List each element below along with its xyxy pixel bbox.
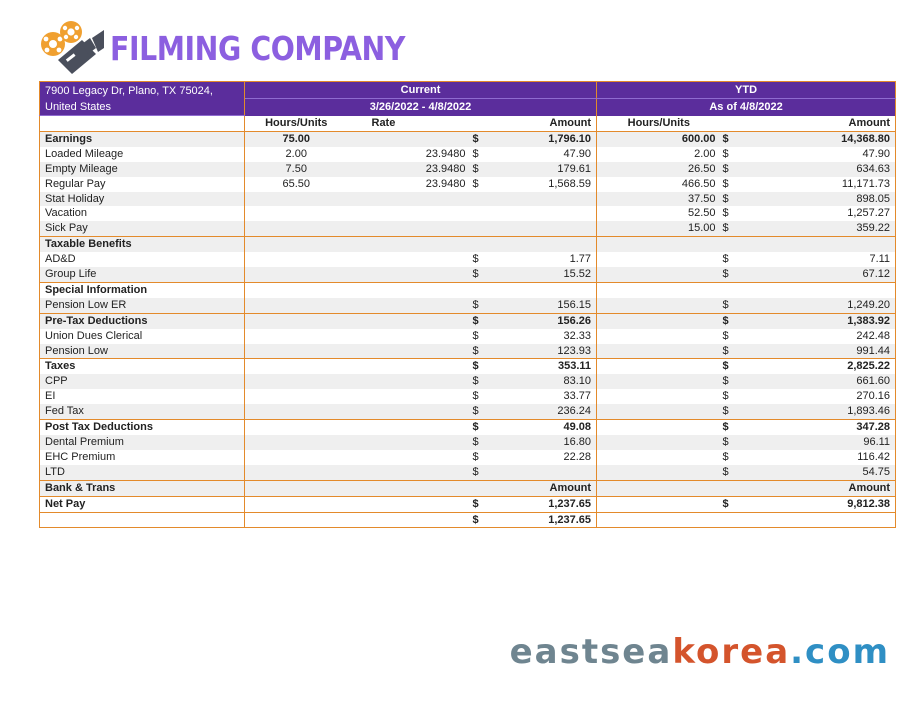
- table-row: EHC Premium $ 22.28 $ 116.42: [39, 449, 896, 465]
- earnings-ytd-amount: 14,368.80: [745, 130, 896, 147]
- table-row: Union Dues Clerical $ 32.33 $ 242.48: [39, 328, 896, 344]
- net-pay-ytd-amount: 9,812.38: [745, 495, 896, 513]
- post-tax-ytd-total: 347.28: [745, 419, 896, 436]
- col-ytd-amount: Amount: [848, 116, 891, 129]
- taxable-benefits-header-row: Taxable Benefits: [39, 236, 896, 253]
- company-name: FILMING COMPANY: [110, 28, 405, 68]
- table-row: Empty Mileage 7.50 23.9480 $ 179.61 26.5…: [39, 161, 896, 177]
- special-info-header-row: Special Information: [39, 281, 896, 298]
- table-row: Regular Pay 65.50 23.9480 $ 1,568.59 466…: [39, 176, 896, 192]
- earnings-total-hours: 75.00: [244, 130, 348, 147]
- pre-tax-header-row: Pre-Tax Deductions $ 156.26 $ 1,383.92: [39, 312, 896, 329]
- table-row: Loaded Mileage 2.00 23.9480 $ 47.90 2.00…: [39, 146, 896, 162]
- earnings-ytd-hours: 600.00: [596, 130, 721, 147]
- table-row: Dental Premium $ 16.80 $ 96.11: [39, 435, 896, 450]
- table-row: Pension Low ER $ 156.15 $ 1,249.20: [39, 297, 896, 314]
- col-rate: Rate: [371, 116, 396, 129]
- earnings-title: Earnings: [39, 130, 245, 147]
- post-tax-header-row: Post Tax Deductions $ 49.08 $ 347.28: [39, 419, 896, 436]
- pre-tax-ytd-total: 1,383.92: [745, 312, 896, 329]
- bank-header-row: Bank & Trans Amount Amount: [39, 479, 896, 497]
- current-label: Current: [244, 81, 598, 100]
- table-row: Stat Holiday 37.50 $ 898.05: [39, 191, 896, 207]
- post-tax-title: Post Tax Deductions: [39, 419, 245, 436]
- taxes-ytd-total: 2,825.22: [745, 358, 896, 375]
- ytd-label: YTD: [596, 81, 896, 100]
- col-hours: Hours/Units: [265, 116, 328, 129]
- deposit-row: $ 1,237.65: [39, 511, 896, 528]
- table-row: Sick Pay 15.00 $ 359.22: [39, 221, 896, 237]
- table-row: Vacation 52.50 $ 1,257.27: [39, 206, 896, 222]
- taxes-total: 353.11: [495, 358, 598, 375]
- taxes-header-row: Taxes $ 353.11 $ 2,825.22: [39, 358, 896, 375]
- post-tax-total: 49.08: [495, 419, 598, 436]
- header-row-2: 3/26/2022 - 4/8/2022 As of 4/8/2022: [40, 98, 896, 116]
- pre-tax-total: 156.26: [495, 312, 598, 329]
- pre-tax-title: Pre-Tax Deductions: [39, 312, 245, 329]
- pay-stub-table: 7900 Legacy Dr, Plano, TX 75024, United …: [39, 81, 897, 529]
- table-row: CPP $ 83.10 $ 661.60: [39, 374, 896, 390]
- table-row: Group Life $ 15.52 $ 67.12: [39, 267, 896, 283]
- col-ytd-hours: Hours/Units: [627, 116, 690, 129]
- table-row: Fed Tax $ 236.24 $ 1,893.46: [39, 404, 896, 420]
- taxable-benefits-title: Taxable Benefits: [39, 236, 245, 253]
- bank-title: Bank & Trans: [39, 479, 245, 497]
- col-amount: Amount: [495, 115, 598, 132]
- earnings-header-row: Earnings 75.00 $ 1,796.10 600.00 $ 14,36…: [39, 130, 896, 147]
- film-camera-icon: [41, 21, 104, 74]
- net-pay-label: Net Pay: [39, 495, 245, 513]
- taxes-title: Taxes: [39, 358, 245, 375]
- deposit-amount: 1,237.65: [495, 511, 598, 528]
- earnings-total-amount: 1,796.10: [495, 130, 598, 147]
- watermark: eastseakorea.com: [509, 632, 890, 672]
- ytd-as-of: As of 4/8/2022: [596, 98, 896, 116]
- table-row: EI $ 33.77 $ 270.16: [39, 389, 896, 405]
- company-logo: FILMING COMPANY: [38, 18, 453, 78]
- special-info-title: Special Information: [39, 281, 245, 298]
- net-pay-row: Net Pay $ 1,237.65 $ 9,812.38: [39, 495, 896, 513]
- table-row: Pension Low $ 123.93 $ 991.44: [39, 343, 896, 359]
- table-row: AD&D $ 1.77 $ 7.11: [39, 252, 896, 268]
- net-pay-amount: 1,237.65: [495, 495, 598, 513]
- company-address: 7900 Legacy Dr, Plano, TX 75024, United …: [39, 81, 245, 116]
- column-headers: Hours/Units Rate Amount Hours/Units Amou…: [39, 115, 896, 132]
- table-row: LTD $ $ 54.75: [39, 464, 896, 481]
- current-period: 3/26/2022 - 4/8/2022: [244, 98, 598, 116]
- header-row-1: 7900 Legacy Dr, Plano, TX 75024, United …: [39, 81, 896, 116]
